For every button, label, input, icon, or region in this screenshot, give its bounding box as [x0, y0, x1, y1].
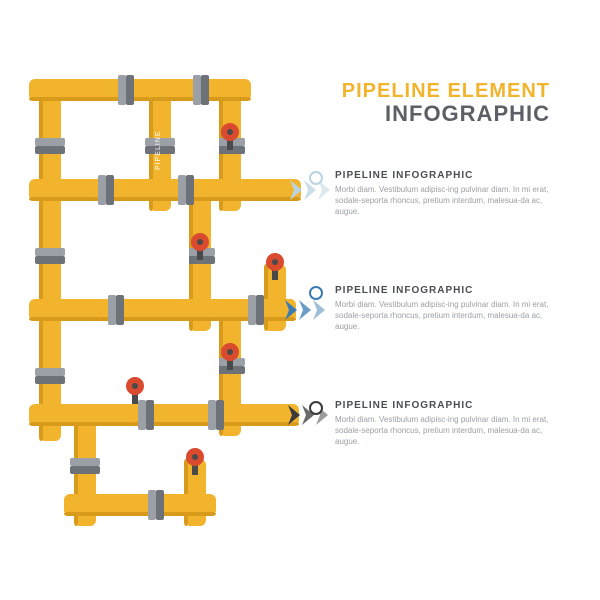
legend-bullet-2 — [309, 286, 323, 300]
legend-body-3: Morbi diam. Vestibulum adipisc-ing pulvi… — [335, 415, 555, 447]
title-line-2: INFOGRAPHIC — [342, 101, 550, 127]
legend-item-3: PIPELINE INFOGRAPHIC Morbi diam. Vestibul… — [335, 400, 555, 447]
title-block: PIPELINE ELEMENT INFOGRAPHIC — [342, 80, 550, 127]
title-line-1: PIPELINE ELEMENT — [342, 80, 550, 103]
legend-body-2: Morbi diam. Vestibulum adipisc-ing pulvi… — [335, 300, 555, 332]
legend-item-1: PIPELINE INFOGRAPHIC Morbi diam. Vestibul… — [335, 170, 555, 217]
svg-text:PIPELINE: PIPELINE — [155, 130, 162, 170]
legend-bullet-3 — [309, 401, 323, 415]
legend-heading-3: PIPELINE INFOGRAPHIC — [335, 400, 555, 411]
legend-heading-1: PIPELINE INFOGRAPHIC — [335, 170, 555, 181]
legend-bullet-1 — [309, 171, 323, 185]
legend-heading-2: PIPELINE INFOGRAPHIC — [335, 285, 555, 296]
legend-item-2: PIPELINE INFOGRAPHIC Morbi diam. Vestibul… — [335, 285, 555, 332]
infographic-canvas: PIPELINE PIPELINE ELEMENT INFOGRAPHIC PI… — [0, 0, 600, 600]
legend-body-1: Morbi diam. Vestibulum adipisc-ing pulvi… — [335, 185, 555, 217]
